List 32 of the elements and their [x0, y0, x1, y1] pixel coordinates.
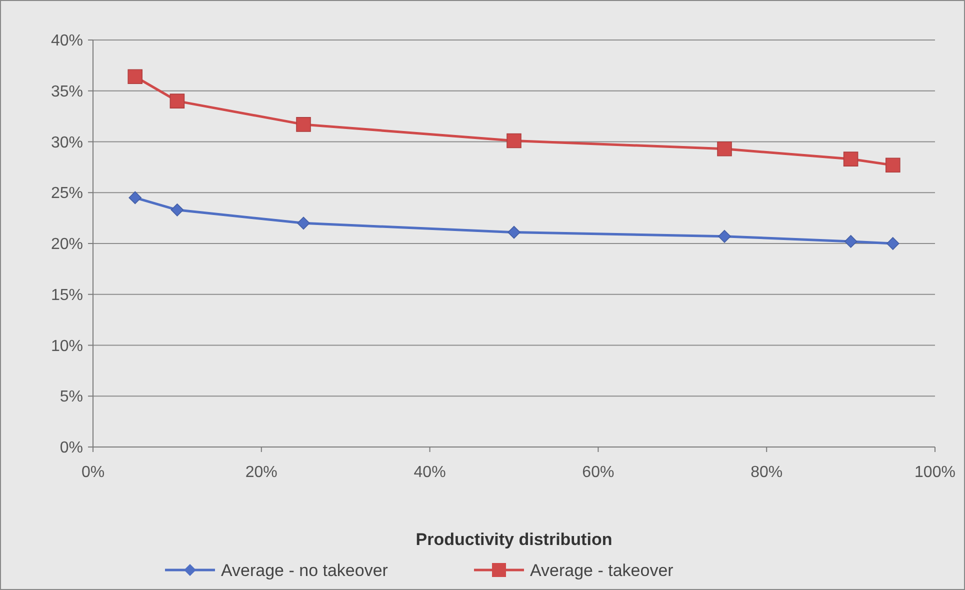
point: [297, 216, 310, 230]
y-tick-label: 5%: [60, 388, 83, 406]
legend-label: Average - takeover: [530, 560, 674, 580]
point: [170, 94, 185, 108]
x-axis-title: Productivity distribution: [416, 530, 612, 549]
point: [886, 158, 900, 173]
x-tick-label: 60%: [582, 464, 614, 481]
x-tick-label: 100%: [914, 464, 956, 481]
y-tick-label: 0%: [60, 440, 83, 457]
x-tick-label: 20%: [245, 464, 278, 481]
y-tick-label: 35%: [50, 83, 83, 100]
y-tick-label: 20%: [50, 236, 83, 254]
y-tick-label: 25%: [50, 185, 83, 202]
y-tick-label: 30%: [50, 134, 83, 152]
point: [170, 204, 184, 216]
point: [843, 152, 858, 166]
point: [128, 191, 142, 204]
x-tick-label: 80%: [750, 464, 783, 481]
point: [128, 69, 142, 84]
x-tick-label: 40%: [414, 464, 446, 481]
y-tick-label: 15%: [50, 286, 83, 304]
point: [296, 117, 311, 132]
point: [718, 230, 731, 243]
y-tick-label: 40%: [50, 32, 83, 50]
legend-label: Average - no takeover: [221, 560, 388, 580]
point: [886, 237, 900, 250]
point: [506, 133, 522, 148]
point: [717, 141, 732, 156]
point: [508, 226, 520, 239]
y-tick-label: 10%: [50, 338, 83, 355]
x-tick-label: 0%: [81, 464, 105, 481]
point: [844, 235, 858, 248]
